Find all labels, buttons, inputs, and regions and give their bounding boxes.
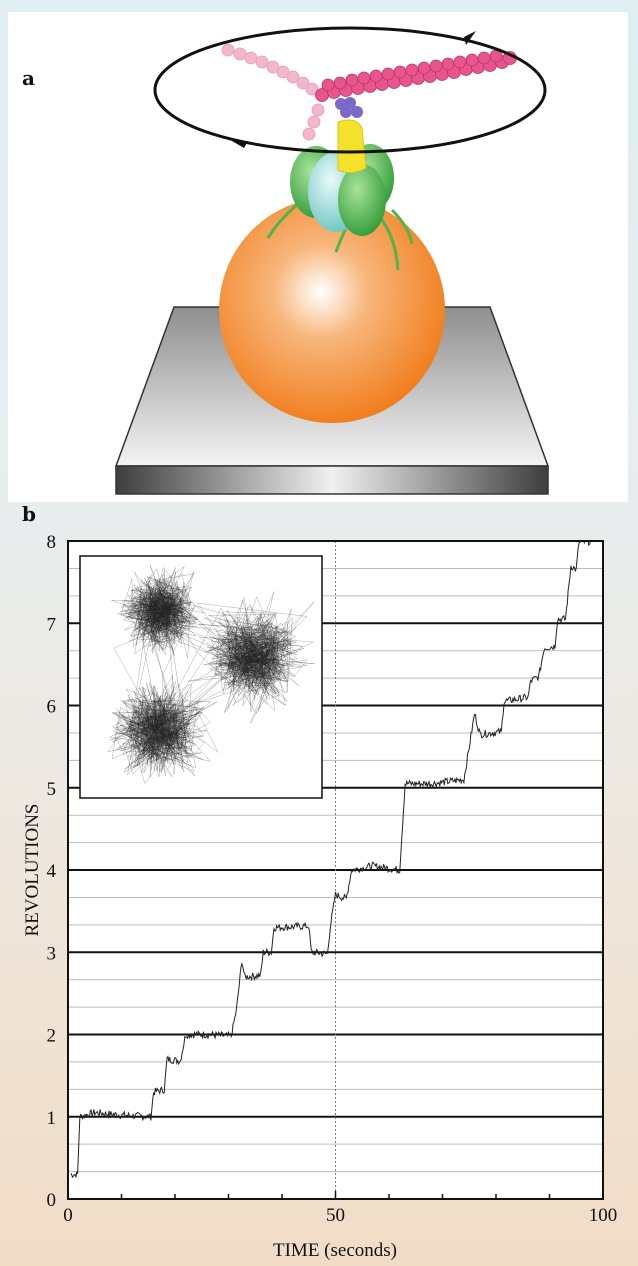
inset-trajectory xyxy=(107,564,315,784)
axis-ticks xyxy=(67,540,604,1200)
y-axis-title: REVOLUTIONS xyxy=(22,804,43,937)
panel-b-label: b xyxy=(22,502,36,526)
actin-filament xyxy=(315,49,517,102)
x-tick-label: 100 xyxy=(589,1205,618,1226)
trace-series xyxy=(70,541,593,1179)
x-tick-label: 50 xyxy=(326,1205,345,1226)
trace-line xyxy=(70,541,593,1179)
y-tick-label: 5 xyxy=(47,779,57,800)
x-axis-title: TIME (seconds) xyxy=(273,1240,397,1261)
y-tick-label: 2 xyxy=(47,1026,57,1047)
y-tick-label: 7 xyxy=(47,614,57,635)
y-tick-label: 0 xyxy=(47,1190,57,1211)
panel-a-label: a xyxy=(22,66,35,90)
y-tick-label: 4 xyxy=(47,861,57,882)
y-tick-label: 3 xyxy=(47,943,57,964)
x-tick-label: 0 xyxy=(63,1205,73,1226)
y-tick-label: 6 xyxy=(47,697,57,718)
actin-filament-faded xyxy=(221,43,325,141)
bead xyxy=(219,197,445,423)
y-tick-label: 8 xyxy=(47,532,57,553)
y-tick-label: 1 xyxy=(47,1108,57,1129)
inset-scatter xyxy=(79,555,323,799)
rotation-loop-arrow-icon xyxy=(153,26,547,154)
rotor-complex xyxy=(266,97,414,271)
